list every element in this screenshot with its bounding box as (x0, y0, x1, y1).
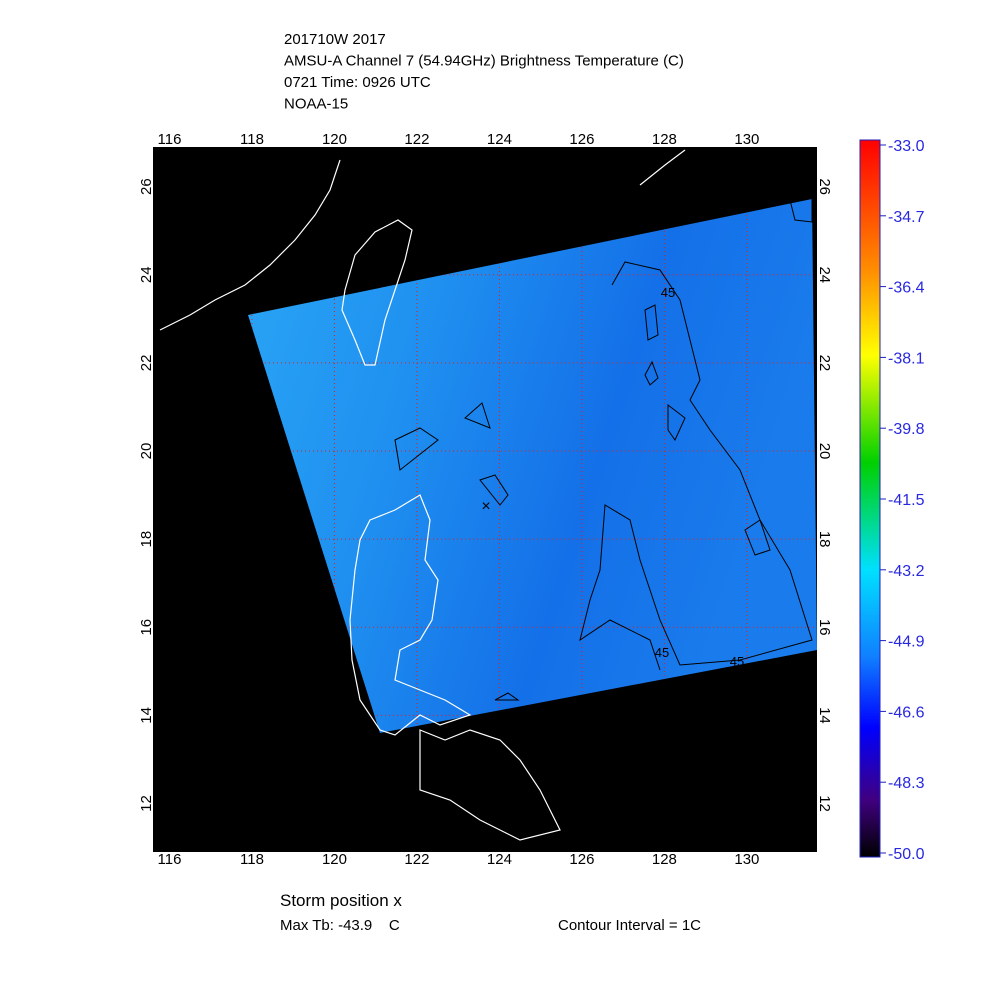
colorbar-label: -33.0 (888, 138, 925, 155)
lat-label-right: 26 (816, 178, 833, 195)
contour-label: 45 (730, 654, 744, 669)
lat-label-left: 22 (138, 355, 155, 372)
lat-label-left: 18 (138, 531, 155, 548)
lat-label-left: 14 (138, 707, 155, 724)
lat-label-right: 20 (816, 443, 833, 460)
lat-label-right: 22 (816, 355, 833, 372)
lon-label-bottom: 124 (487, 851, 512, 868)
lon-label-top: 122 (404, 131, 429, 148)
lon-label-top: 128 (652, 131, 677, 148)
lat-label-left: 26 (138, 178, 155, 195)
lat-label-left: 20 (138, 443, 155, 460)
lat-label-left: 12 (138, 795, 155, 812)
lon-label-top: 118 (240, 131, 264, 148)
title-line: 201710W 2017 (284, 31, 386, 48)
lon-label-bottom: 122 (404, 851, 429, 868)
lon-label-bottom: 118 (240, 851, 264, 868)
colorbar-label: -50.0 (888, 846, 925, 863)
lon-label-top: 116 (158, 131, 182, 148)
lon-label-top: 124 (487, 131, 512, 148)
colorbar-label: -39.8 (888, 421, 925, 438)
lon-label-bottom: 130 (734, 851, 759, 868)
colorbar-label: -44.9 (888, 634, 925, 651)
lat-label-left: 16 (138, 619, 155, 636)
contour-label: 45 (661, 285, 675, 300)
colorbar-label: -34.7 (888, 209, 925, 226)
contour-labels: 45 45 45 (655, 285, 744, 669)
colorbar (859, 139, 881, 858)
colorbar-label: -43.2 (888, 563, 925, 580)
lon-label-top: 120 (322, 131, 347, 148)
title: 201710W 2017 AMSU-A Channel 7 (54.94GHz) … (284, 31, 684, 113)
contours (394, 197, 813, 701)
colorbar-label: -38.1 (888, 350, 925, 367)
lon-label-bottom: 116 (158, 851, 182, 868)
max-tb: Max Tb: -43.9 C (280, 917, 400, 934)
storm-marker: × (481, 498, 490, 515)
lon-label-bottom: 126 (569, 851, 594, 868)
lon-label-top: 126 (569, 131, 594, 148)
lat-label-right: 12 (816, 795, 833, 812)
lat-label-left: 24 (138, 266, 155, 283)
title-line: NOAA-15 (284, 96, 348, 113)
lat-label-right: 14 (816, 707, 833, 724)
colorbar-label: -36.4 (888, 280, 925, 297)
colorbar-label: -48.3 (888, 775, 925, 792)
title-line: AMSU-A Channel 7 (54.94GHz) Brightness T… (284, 53, 684, 70)
lat-label-right: 24 (816, 266, 833, 283)
swath (248, 199, 817, 733)
lon-label-bottom: 128 (652, 851, 677, 868)
lon-label-top: 130 (734, 131, 759, 148)
title-line: 0721 Time: 0926 UTC (284, 74, 431, 91)
colorbar-label: -41.5 (888, 492, 925, 509)
colorbar-label: -46.6 (888, 704, 925, 721)
lon-label-bottom: 120 (322, 851, 347, 868)
lat-label-right: 16 (816, 619, 833, 636)
coastlines (159, 149, 686, 841)
storm-note: Storm position x (280, 891, 402, 910)
lat-label-right: 18 (816, 531, 833, 548)
colorbar-ticks: -33.0 -34.7 -36.4 -38.1 -39.8 -41.5 -43.2 -44.9… (880, 138, 925, 863)
contour-label: 45 (655, 645, 669, 660)
contour-interval: Contour Interval = 1C (558, 917, 701, 934)
axes: 116 116 118 118 120 120 122 122 124 124 126 126 128 1… (138, 131, 833, 868)
